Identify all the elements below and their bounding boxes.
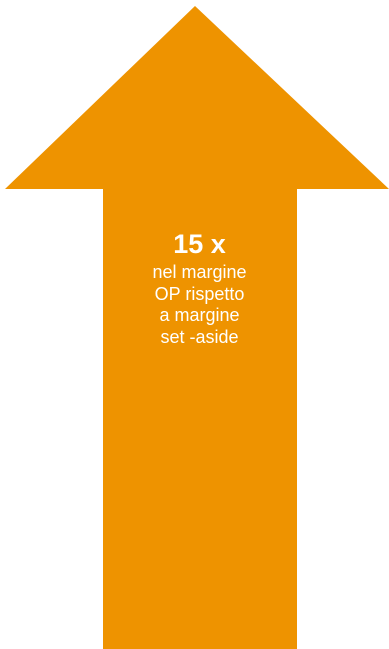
arrow-label: 15 x nel margine OP rispetto a margine s… <box>103 228 296 348</box>
up-arrow-icon <box>5 6 389 649</box>
label-line-1: nel margine <box>152 262 247 282</box>
label-line-3: a margine <box>159 305 240 325</box>
label-line-2: OP rispetto <box>154 283 245 304</box>
label-line-4: set -aside <box>160 326 239 347</box>
multiplier-value: 15 x <box>173 229 226 259</box>
